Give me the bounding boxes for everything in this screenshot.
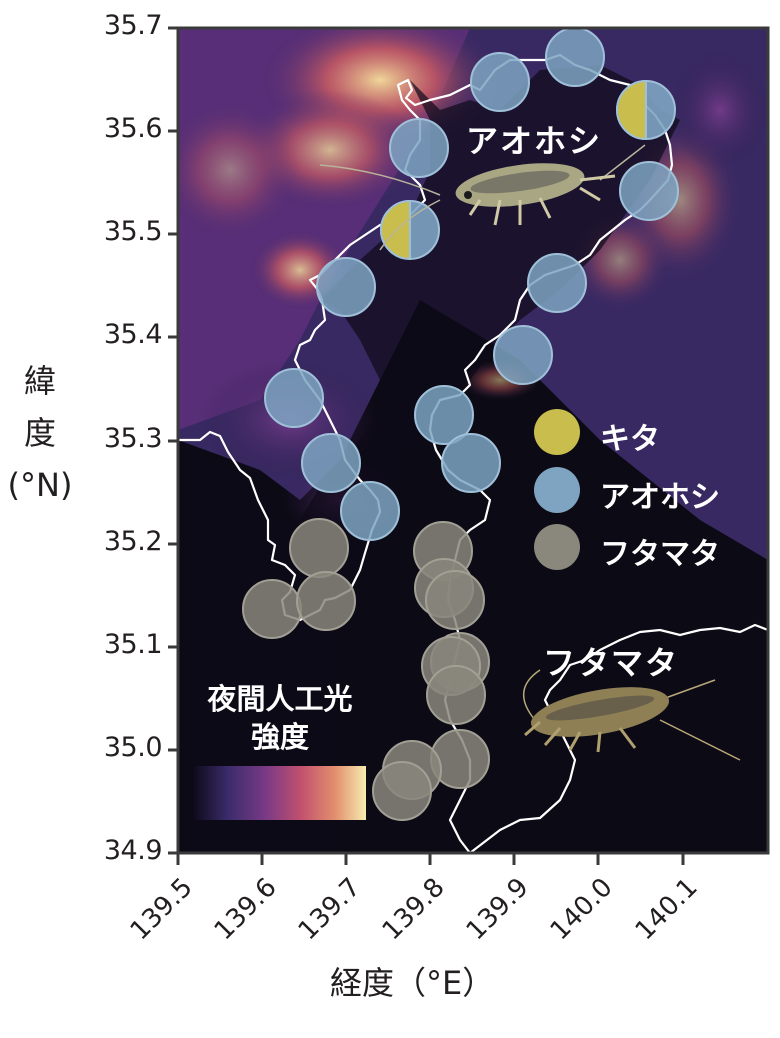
y-axis-label-line3: (°N) bbox=[7, 466, 73, 504]
ytick-35.4: 35.4 bbox=[103, 319, 163, 350]
legend-swatch-kita bbox=[534, 409, 580, 455]
annotation-futamata: フタマタ bbox=[543, 644, 680, 682]
legend bbox=[534, 409, 580, 570]
ytick-35.0: 35.0 bbox=[103, 732, 163, 763]
y-axis-tick-labels: 35.7 35.6 35.5 35.4 35.3 35.2 35.1 35.0 … bbox=[40, 0, 163, 900]
y-axis-label-line2: 度 bbox=[23, 414, 56, 452]
series-aohoshi bbox=[264, 27, 679, 541]
ytick-35.2: 35.2 bbox=[103, 526, 163, 557]
legend-label-aohoshi: アオホシ bbox=[600, 480, 720, 515]
legend-label-futamata: フタマタ bbox=[600, 537, 720, 572]
ytick-35.6: 35.6 bbox=[103, 113, 163, 144]
data-points bbox=[242, 27, 679, 821]
legend-swatch-futamata bbox=[534, 524, 580, 570]
futamata-specimen-image bbox=[522, 669, 741, 761]
colorbar-title: 夜間人工光 強度 bbox=[184, 680, 376, 756]
colorbar-title-line2: 強度 bbox=[250, 720, 309, 754]
x-axis-label: 経度（°E） bbox=[330, 964, 495, 1002]
legend-swatch-aohoshi bbox=[534, 467, 580, 513]
colorbar bbox=[194, 766, 366, 820]
legend-label-kita: キタ bbox=[600, 422, 660, 457]
ytick-35.1: 35.1 bbox=[103, 629, 163, 660]
colorbar-title-line1: 夜間人工光 bbox=[207, 682, 353, 716]
series-kita-mixed bbox=[380, 79, 676, 261]
series-futamata bbox=[242, 518, 490, 821]
ytick-35.7: 35.7 bbox=[103, 10, 163, 41]
aohoshi-specimen-image bbox=[319, 144, 646, 251]
ytick-34.9: 34.9 bbox=[103, 835, 163, 866]
ytick-35.3: 35.3 bbox=[103, 423, 163, 454]
y-axis-label-line1: 緯 bbox=[23, 362, 56, 400]
axes-frame bbox=[168, 26, 770, 865]
annotation-aohoshi: アオホシ bbox=[466, 122, 603, 160]
ytick-35.5: 35.5 bbox=[103, 216, 163, 247]
